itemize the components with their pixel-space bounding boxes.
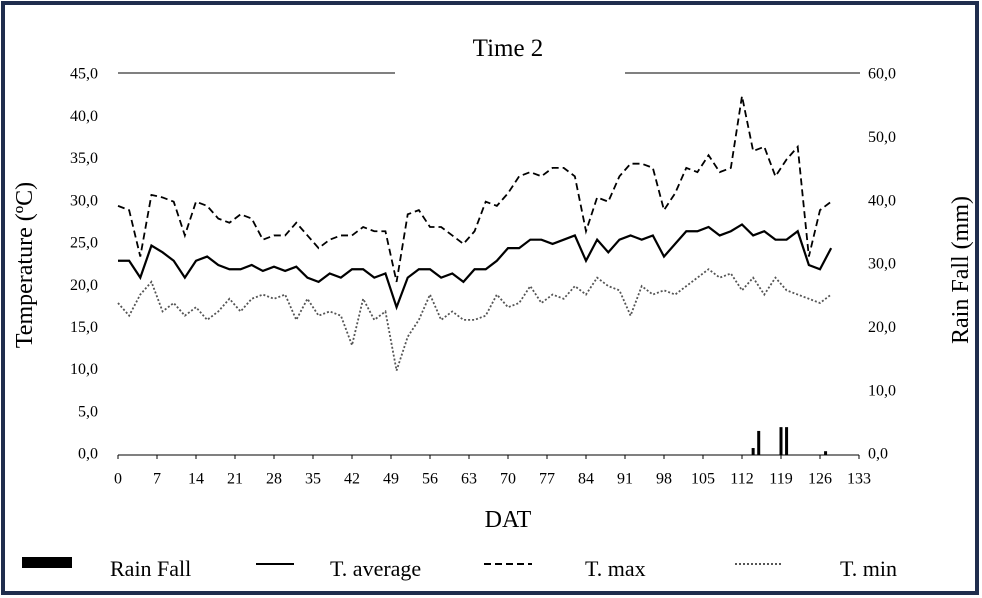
y-tick-label: 25,0	[70, 235, 98, 252]
y-tick-label: 35,0	[70, 150, 98, 167]
x-axis-title: DAT	[485, 507, 532, 533]
legend-swatch	[22, 557, 72, 568]
y-tick-label: 10,0	[70, 361, 98, 378]
y2-tick-label: 60,0	[868, 66, 896, 83]
x-tick-label: 49	[383, 471, 399, 488]
y-tick-label: 0,0	[78, 446, 98, 463]
chart-title: Time 2	[473, 35, 544, 62]
x-tick-label: 84	[578, 471, 594, 488]
y2-tick-label: 50,0	[868, 129, 896, 146]
line-series	[117, 95, 832, 283]
x-tick-label: 98	[656, 471, 672, 488]
legend-label: Rain Fall	[110, 556, 191, 581]
legend-label: T. average	[330, 556, 421, 581]
x-tick-label: 112	[730, 471, 753, 488]
x-tick-label: 105	[691, 471, 715, 488]
x-tick-label: 91	[617, 471, 633, 488]
y2-tick-label: 40,0	[868, 192, 896, 209]
y-tick-label: 20,0	[70, 277, 98, 294]
x-tick-label: 126	[808, 471, 832, 488]
rain-bar	[785, 427, 789, 455]
x-tick-label: 0	[114, 471, 122, 488]
y2-tick-label: 10,0	[868, 382, 896, 399]
y-tick-label: 40,0	[70, 108, 98, 125]
rain-bar	[779, 427, 783, 455]
x-tick-label: 70	[500, 471, 516, 488]
y-tick-label: 5,0	[78, 403, 98, 420]
y2-axis-title: Rain Fall (mm)	[948, 196, 974, 344]
x-tick-label: 77	[539, 471, 555, 488]
y-tick-label: 45,0	[70, 66, 98, 83]
y2-tick-label: 20,0	[868, 319, 896, 336]
rain-bar	[824, 451, 828, 455]
y-tick-label: 15,0	[70, 319, 98, 336]
x-tick-label: 119	[769, 471, 792, 488]
rain-bar	[757, 430, 761, 455]
y2-tick-label: 30,0	[868, 256, 896, 273]
x-tick-label: 133	[847, 471, 871, 488]
x-tick-label: 63	[461, 471, 477, 488]
y-axis-title: Temperature (ºC)	[12, 182, 38, 348]
x-tick-label: 7	[153, 471, 161, 488]
legend-label: T. min	[840, 556, 897, 581]
y-tick-label: 30,0	[70, 192, 98, 209]
x-tick-label: 21	[227, 471, 243, 488]
y2-tick-label: 0,0	[868, 446, 888, 463]
x-tick-label: 42	[344, 471, 360, 488]
rain-bar	[751, 448, 755, 455]
x-tick-label: 28	[266, 471, 282, 488]
x-tick-label: 56	[422, 471, 438, 488]
x-tick-label: 14	[188, 471, 204, 488]
legend-label: T. max	[585, 556, 646, 581]
x-tick-label: 35	[305, 471, 321, 488]
line-series	[118, 223, 833, 311]
line-series	[117, 268, 832, 371]
